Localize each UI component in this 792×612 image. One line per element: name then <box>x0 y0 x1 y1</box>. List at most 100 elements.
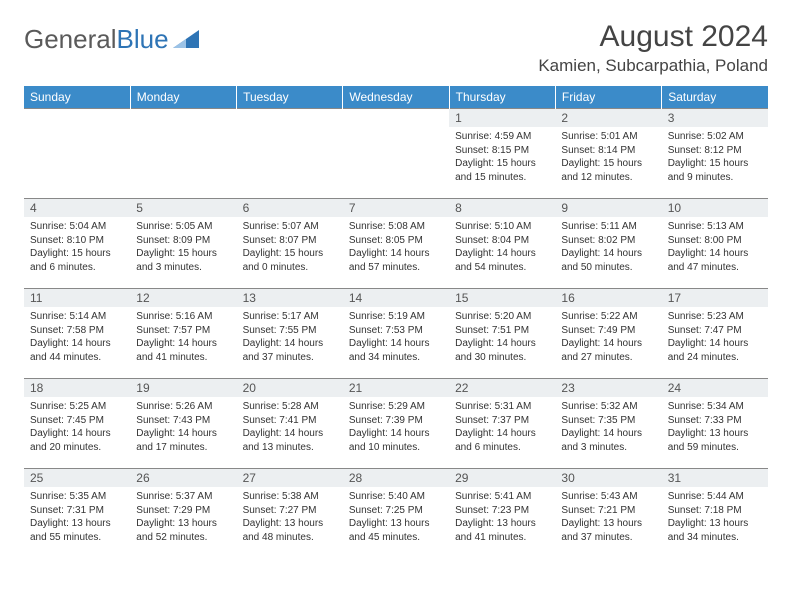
day-details: Sunrise: 5:31 AMSunset: 7:37 PMDaylight:… <box>449 397 555 458</box>
title-block: August 2024 Kamien, Subcarpathia, Poland <box>538 20 768 76</box>
day-cell: 27Sunrise: 5:38 AMSunset: 7:27 PMDayligh… <box>237 469 343 559</box>
calendar-row: 1Sunrise: 4:59 AMSunset: 8:15 PMDaylight… <box>24 109 768 199</box>
day-details: Sunrise: 5:16 AMSunset: 7:57 PMDaylight:… <box>130 307 236 368</box>
day-number: 5 <box>130 199 236 217</box>
weekday-header: Wednesday <box>343 86 449 109</box>
day-number: 18 <box>24 379 130 397</box>
day-cell: 19Sunrise: 5:26 AMSunset: 7:43 PMDayligh… <box>130 379 236 469</box>
day-number: 16 <box>555 289 661 307</box>
day-cell: 4Sunrise: 5:04 AMSunset: 8:10 PMDaylight… <box>24 199 130 289</box>
day-details: Sunrise: 5:08 AMSunset: 8:05 PMDaylight:… <box>343 217 449 278</box>
day-details: Sunrise: 5:04 AMSunset: 8:10 PMDaylight:… <box>24 217 130 278</box>
day-cell: 20Sunrise: 5:28 AMSunset: 7:41 PMDayligh… <box>237 379 343 469</box>
day-cell: 24Sunrise: 5:34 AMSunset: 7:33 PMDayligh… <box>662 379 768 469</box>
calendar-row: 25Sunrise: 5:35 AMSunset: 7:31 PMDayligh… <box>24 469 768 559</box>
day-details: Sunrise: 5:28 AMSunset: 7:41 PMDaylight:… <box>237 397 343 458</box>
day-details: Sunrise: 5:22 AMSunset: 7:49 PMDaylight:… <box>555 307 661 368</box>
day-details: Sunrise: 5:44 AMSunset: 7:18 PMDaylight:… <box>662 487 768 548</box>
weekday-header: Saturday <box>662 86 768 109</box>
day-details: Sunrise: 5:29 AMSunset: 7:39 PMDaylight:… <box>343 397 449 458</box>
day-number: 10 <box>662 199 768 217</box>
day-number: 28 <box>343 469 449 487</box>
weekday-header: Tuesday <box>237 86 343 109</box>
day-details: Sunrise: 5:32 AMSunset: 7:35 PMDaylight:… <box>555 397 661 458</box>
day-number: 2 <box>555 109 661 127</box>
logo-text-general: General <box>24 24 117 55</box>
day-cell: 6Sunrise: 5:07 AMSunset: 8:07 PMDaylight… <box>237 199 343 289</box>
day-number: 20 <box>237 379 343 397</box>
day-number: 3 <box>662 109 768 127</box>
day-details: Sunrise: 5:05 AMSunset: 8:09 PMDaylight:… <box>130 217 236 278</box>
calendar-body: 1Sunrise: 4:59 AMSunset: 8:15 PMDaylight… <box>24 109 768 559</box>
day-number: 8 <box>449 199 555 217</box>
day-cell: 9Sunrise: 5:11 AMSunset: 8:02 PMDaylight… <box>555 199 661 289</box>
day-details: Sunrise: 5:02 AMSunset: 8:12 PMDaylight:… <box>662 127 768 188</box>
day-details: Sunrise: 5:25 AMSunset: 7:45 PMDaylight:… <box>24 397 130 458</box>
day-cell: 5Sunrise: 5:05 AMSunset: 8:09 PMDaylight… <box>130 199 236 289</box>
day-details: Sunrise: 5:17 AMSunset: 7:55 PMDaylight:… <box>237 307 343 368</box>
day-number: 11 <box>24 289 130 307</box>
day-details: Sunrise: 5:41 AMSunset: 7:23 PMDaylight:… <box>449 487 555 548</box>
day-number: 6 <box>237 199 343 217</box>
day-cell: 14Sunrise: 5:19 AMSunset: 7:53 PMDayligh… <box>343 289 449 379</box>
day-cell: 3Sunrise: 5:02 AMSunset: 8:12 PMDaylight… <box>662 109 768 199</box>
day-details: Sunrise: 5:14 AMSunset: 7:58 PMDaylight:… <box>24 307 130 368</box>
day-cell: 17Sunrise: 5:23 AMSunset: 7:47 PMDayligh… <box>662 289 768 379</box>
day-cell: 30Sunrise: 5:43 AMSunset: 7:21 PMDayligh… <box>555 469 661 559</box>
day-number: 19 <box>130 379 236 397</box>
day-number: 22 <box>449 379 555 397</box>
day-number: 15 <box>449 289 555 307</box>
day-cell: 13Sunrise: 5:17 AMSunset: 7:55 PMDayligh… <box>237 289 343 379</box>
day-cell: 15Sunrise: 5:20 AMSunset: 7:51 PMDayligh… <box>449 289 555 379</box>
day-details: Sunrise: 5:26 AMSunset: 7:43 PMDaylight:… <box>130 397 236 458</box>
day-cell: 16Sunrise: 5:22 AMSunset: 7:49 PMDayligh… <box>555 289 661 379</box>
day-details: Sunrise: 5:07 AMSunset: 8:07 PMDaylight:… <box>237 217 343 278</box>
day-cell: 7Sunrise: 5:08 AMSunset: 8:05 PMDaylight… <box>343 199 449 289</box>
weekday-header-row: Sunday Monday Tuesday Wednesday Thursday… <box>24 86 768 109</box>
day-details: Sunrise: 5:19 AMSunset: 7:53 PMDaylight:… <box>343 307 449 368</box>
month-title: August 2024 <box>538 20 768 54</box>
weekday-header: Sunday <box>24 86 130 109</box>
day-cell: 10Sunrise: 5:13 AMSunset: 8:00 PMDayligh… <box>662 199 768 289</box>
day-cell: 2Sunrise: 5:01 AMSunset: 8:14 PMDaylight… <box>555 109 661 199</box>
day-cell: 8Sunrise: 5:10 AMSunset: 8:04 PMDaylight… <box>449 199 555 289</box>
day-number: 23 <box>555 379 661 397</box>
day-details: Sunrise: 5:34 AMSunset: 7:33 PMDaylight:… <box>662 397 768 458</box>
day-cell: 25Sunrise: 5:35 AMSunset: 7:31 PMDayligh… <box>24 469 130 559</box>
day-details: Sunrise: 4:59 AMSunset: 8:15 PMDaylight:… <box>449 127 555 188</box>
day-cell: 21Sunrise: 5:29 AMSunset: 7:39 PMDayligh… <box>343 379 449 469</box>
day-number: 1 <box>449 109 555 127</box>
day-cell: 12Sunrise: 5:16 AMSunset: 7:57 PMDayligh… <box>130 289 236 379</box>
empty-cell <box>237 109 343 199</box>
weekday-header: Thursday <box>449 86 555 109</box>
day-number: 4 <box>24 199 130 217</box>
day-details: Sunrise: 5:13 AMSunset: 8:00 PMDaylight:… <box>662 217 768 278</box>
day-details: Sunrise: 5:10 AMSunset: 8:04 PMDaylight:… <box>449 217 555 278</box>
day-number: 14 <box>343 289 449 307</box>
day-cell: 23Sunrise: 5:32 AMSunset: 7:35 PMDayligh… <box>555 379 661 469</box>
day-details: Sunrise: 5:38 AMSunset: 7:27 PMDaylight:… <box>237 487 343 548</box>
day-cell: 31Sunrise: 5:44 AMSunset: 7:18 PMDayligh… <box>662 469 768 559</box>
day-cell: 22Sunrise: 5:31 AMSunset: 7:37 PMDayligh… <box>449 379 555 469</box>
weekday-header: Friday <box>555 86 661 109</box>
empty-cell <box>130 109 236 199</box>
day-cell: 26Sunrise: 5:37 AMSunset: 7:29 PMDayligh… <box>130 469 236 559</box>
day-details: Sunrise: 5:37 AMSunset: 7:29 PMDaylight:… <box>130 487 236 548</box>
day-number: 7 <box>343 199 449 217</box>
day-number: 17 <box>662 289 768 307</box>
calendar-table: Sunday Monday Tuesday Wednesday Thursday… <box>24 86 768 559</box>
day-number: 26 <box>130 469 236 487</box>
day-number: 9 <box>555 199 661 217</box>
day-cell: 11Sunrise: 5:14 AMSunset: 7:58 PMDayligh… <box>24 289 130 379</box>
calendar-row: 18Sunrise: 5:25 AMSunset: 7:45 PMDayligh… <box>24 379 768 469</box>
day-details: Sunrise: 5:20 AMSunset: 7:51 PMDaylight:… <box>449 307 555 368</box>
empty-cell <box>343 109 449 199</box>
calendar-row: 11Sunrise: 5:14 AMSunset: 7:58 PMDayligh… <box>24 289 768 379</box>
day-details: Sunrise: 5:40 AMSunset: 7:25 PMDaylight:… <box>343 487 449 548</box>
day-cell: 28Sunrise: 5:40 AMSunset: 7:25 PMDayligh… <box>343 469 449 559</box>
day-number: 13 <box>237 289 343 307</box>
day-number: 29 <box>449 469 555 487</box>
calendar-document: GeneralBlue August 2024 Kamien, Subcarpa… <box>0 0 792 579</box>
logo-text-blue: Blue <box>117 24 169 55</box>
calendar-row: 4Sunrise: 5:04 AMSunset: 8:10 PMDaylight… <box>24 199 768 289</box>
